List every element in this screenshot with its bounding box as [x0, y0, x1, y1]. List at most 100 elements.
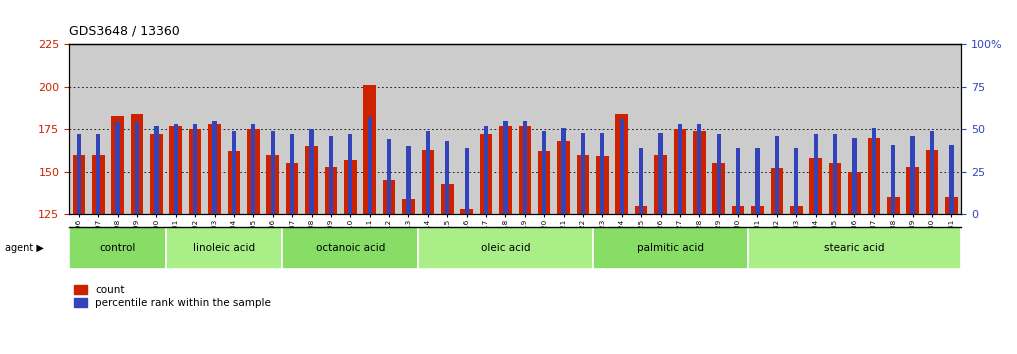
Bar — [69, 227, 166, 269]
Bar — [790, 206, 802, 214]
Bar — [386, 139, 392, 214]
Text: oleic acid: oleic acid — [481, 243, 530, 253]
Text: palmitic acid: palmitic acid — [637, 243, 704, 253]
Bar — [151, 134, 163, 214]
Bar — [247, 129, 259, 214]
Bar — [208, 124, 221, 214]
Bar — [833, 134, 837, 214]
Bar — [232, 131, 236, 214]
Bar — [848, 172, 860, 214]
Bar — [418, 227, 593, 269]
Bar — [887, 197, 899, 214]
Bar — [189, 129, 201, 214]
Bar — [949, 144, 954, 214]
Bar — [852, 138, 856, 214]
Legend: count, percentile rank within the sample: count, percentile rank within the sample — [74, 285, 272, 308]
Bar — [635, 206, 648, 214]
Bar — [155, 126, 159, 214]
Bar — [615, 114, 629, 214]
Bar — [324, 167, 338, 214]
Bar — [906, 167, 919, 214]
Bar — [348, 134, 353, 214]
Bar — [193, 124, 197, 214]
Text: octanoic acid: octanoic acid — [315, 243, 385, 253]
Bar — [72, 155, 85, 214]
Bar — [538, 151, 550, 214]
Bar — [344, 160, 357, 214]
Bar — [228, 151, 240, 214]
Bar — [283, 227, 418, 269]
Bar — [407, 146, 411, 214]
Bar — [810, 158, 822, 214]
Bar — [328, 136, 333, 214]
Bar — [577, 155, 589, 214]
Bar — [771, 168, 783, 214]
Bar — [945, 197, 958, 214]
Bar — [76, 134, 81, 214]
Bar — [445, 141, 450, 214]
Text: stearic acid: stearic acid — [824, 243, 885, 253]
Bar — [658, 133, 663, 214]
Bar — [910, 136, 914, 214]
Text: linoleic acid: linoleic acid — [193, 243, 255, 253]
Bar — [213, 121, 217, 214]
Bar — [367, 117, 372, 214]
Bar — [600, 133, 604, 214]
Bar — [266, 155, 279, 214]
Text: GDS3648 / 13360: GDS3648 / 13360 — [69, 24, 180, 37]
Bar — [170, 126, 182, 214]
Bar — [581, 133, 585, 214]
Bar — [116, 122, 120, 214]
Bar — [925, 150, 939, 214]
Bar — [92, 155, 105, 214]
Bar — [593, 227, 747, 269]
Bar — [673, 129, 686, 214]
Bar — [519, 126, 531, 214]
Bar — [814, 134, 818, 214]
Bar — [461, 209, 473, 214]
Bar — [309, 129, 313, 214]
Bar — [523, 121, 527, 214]
Bar — [542, 131, 546, 214]
Bar — [465, 148, 469, 214]
Bar — [251, 124, 255, 214]
Bar — [480, 134, 492, 214]
Bar — [503, 121, 507, 214]
Bar — [596, 156, 608, 214]
Bar — [930, 131, 934, 214]
Bar — [654, 155, 667, 214]
Text: control: control — [100, 243, 136, 253]
Bar — [698, 124, 702, 214]
Bar — [290, 134, 294, 214]
Bar — [363, 85, 376, 214]
Bar — [891, 144, 895, 214]
Bar — [441, 184, 454, 214]
Bar — [111, 116, 124, 214]
Bar — [271, 131, 275, 214]
Bar — [829, 163, 841, 214]
Bar — [693, 131, 706, 214]
Bar — [639, 148, 644, 214]
Bar — [732, 206, 744, 214]
Bar — [382, 180, 396, 214]
Bar — [499, 126, 512, 214]
Bar — [619, 119, 623, 214]
Bar — [756, 148, 760, 214]
Bar — [166, 227, 283, 269]
Bar — [677, 124, 682, 214]
Bar — [717, 134, 721, 214]
Bar — [775, 136, 779, 214]
Bar — [135, 122, 139, 214]
Bar — [557, 141, 570, 214]
Bar — [868, 138, 880, 214]
Bar — [402, 199, 415, 214]
Bar — [426, 131, 430, 214]
Bar — [131, 114, 143, 214]
Bar — [422, 150, 434, 214]
Bar — [752, 206, 764, 214]
Bar — [736, 148, 740, 214]
Bar — [872, 127, 876, 214]
Bar — [712, 163, 725, 214]
Text: agent ▶: agent ▶ — [5, 243, 44, 253]
Bar — [97, 134, 101, 214]
